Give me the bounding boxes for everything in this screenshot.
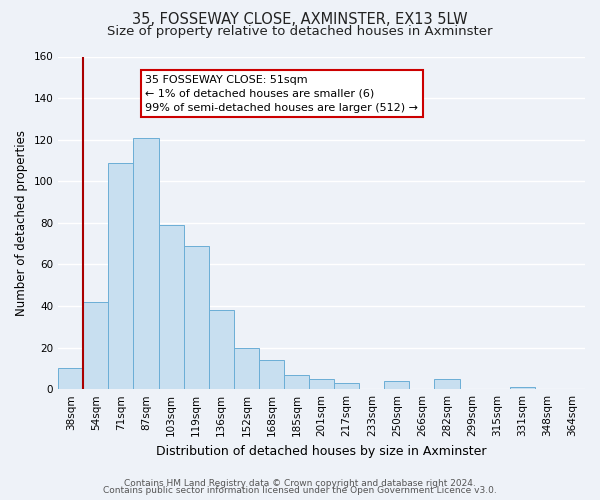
Bar: [158, 225, 184, 389]
Bar: [184, 246, 209, 389]
X-axis label: Distribution of detached houses by size in Axminster: Distribution of detached houses by size …: [157, 444, 487, 458]
Text: Contains public sector information licensed under the Open Government Licence v3: Contains public sector information licen…: [103, 486, 497, 495]
Text: 35, FOSSEWAY CLOSE, AXMINSTER, EX13 5LW: 35, FOSSEWAY CLOSE, AXMINSTER, EX13 5LW: [132, 12, 468, 28]
Bar: [385, 381, 409, 389]
Bar: [234, 348, 259, 389]
Bar: [510, 387, 535, 389]
Bar: [109, 162, 133, 389]
Bar: [334, 383, 359, 389]
Bar: [284, 374, 309, 389]
Bar: [309, 379, 334, 389]
Bar: [83, 302, 109, 389]
Bar: [434, 379, 460, 389]
Y-axis label: Number of detached properties: Number of detached properties: [15, 130, 28, 316]
Bar: [259, 360, 284, 389]
Bar: [209, 310, 234, 389]
Text: Size of property relative to detached houses in Axminster: Size of property relative to detached ho…: [107, 25, 493, 38]
Bar: [133, 138, 158, 389]
Text: 35 FOSSEWAY CLOSE: 51sqm
← 1% of detached houses are smaller (6)
99% of semi-det: 35 FOSSEWAY CLOSE: 51sqm ← 1% of detache…: [145, 75, 418, 113]
Bar: [58, 368, 83, 389]
Text: Contains HM Land Registry data © Crown copyright and database right 2024.: Contains HM Land Registry data © Crown c…: [124, 478, 476, 488]
